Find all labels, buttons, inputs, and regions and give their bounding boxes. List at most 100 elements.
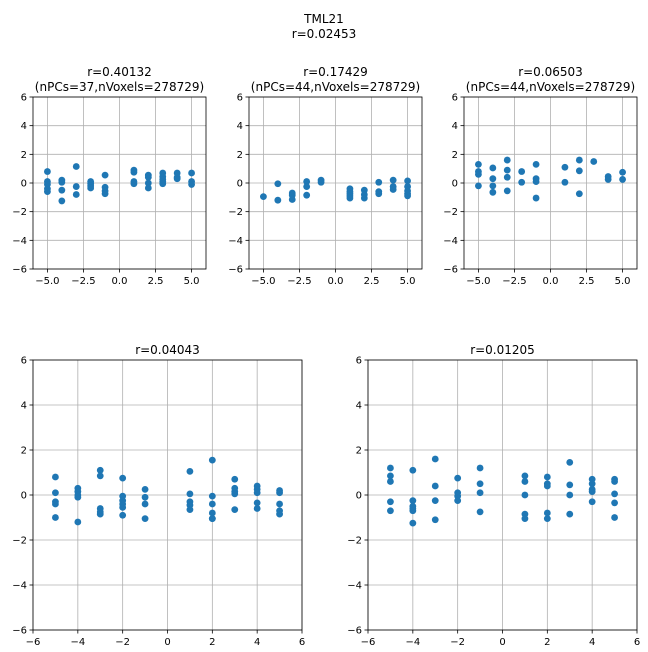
scatter-point	[159, 180, 167, 188]
y-tick-label: 2	[237, 150, 243, 161]
x-tick-label: 2.5	[148, 276, 164, 287]
subplot-title: r=0.04043	[135, 343, 200, 357]
scatter-point	[387, 472, 394, 480]
x-tick-label: −6	[26, 637, 41, 648]
scatter-point	[141, 485, 149, 493]
scatter-point	[186, 467, 194, 475]
y-tick-label: −6	[228, 265, 243, 276]
x-tick-label: −6	[361, 637, 376, 648]
scatter-point	[375, 178, 383, 186]
scatter-point	[518, 168, 526, 175]
scatter-point	[389, 186, 397, 193]
scatter-point	[276, 500, 283, 508]
scatter-point	[521, 472, 529, 480]
scatter-point	[188, 181, 195, 188]
scatter-point	[375, 190, 383, 198]
scatter-point	[409, 507, 417, 515]
subplot-title-line1: r=0.40132	[87, 65, 152, 79]
scatter-point	[561, 163, 569, 171]
x-tick-label: −4	[405, 637, 420, 648]
x-tick-label: 2.5	[364, 276, 380, 287]
scatter-point	[274, 196, 282, 204]
scatter-point	[288, 196, 296, 203]
y-tick-label: −6	[443, 265, 458, 276]
scatter-point	[52, 489, 59, 497]
scatter-point	[144, 179, 152, 187]
scatter-point	[543, 473, 551, 481]
scatter-point	[72, 191, 80, 198]
x-tick-label: 0.0	[543, 276, 559, 287]
x-tick-label: 0	[164, 637, 170, 648]
subplot-title-line2: (nPCs=37,nVoxels=278729)	[35, 80, 204, 94]
scatter-point	[489, 175, 497, 183]
scatter-point	[566, 510, 574, 518]
scatter-points	[260, 176, 411, 204]
scatter-point	[276, 489, 283, 497]
scatter-point	[503, 156, 511, 164]
scatter-point	[74, 493, 82, 501]
scatter-point	[96, 510, 104, 518]
y-tick-label: −2	[12, 536, 27, 547]
scatter-point	[144, 173, 152, 181]
scatter-point	[431, 516, 439, 524]
scatter-point	[387, 464, 394, 472]
scatter-point	[96, 472, 104, 480]
scatter-point	[72, 163, 80, 170]
scatter-point	[619, 176, 626, 183]
scatter-point	[208, 509, 216, 517]
scatter-point	[566, 491, 574, 499]
scatter-point	[231, 506, 239, 514]
y-tick-label: 4	[452, 121, 458, 132]
y-tick-label: 0	[21, 491, 27, 502]
scatter-point	[141, 515, 149, 523]
scatter-point	[231, 490, 239, 498]
scatter-point	[52, 500, 59, 508]
scatter-point	[231, 475, 239, 483]
scatter-point	[387, 478, 394, 485]
scatter-point	[119, 474, 127, 482]
scatter-point	[611, 499, 618, 507]
y-tick-label: 2	[356, 446, 362, 457]
scatter-point	[253, 499, 261, 507]
scatter-point	[208, 456, 216, 464]
x-tick-label: −5.0	[35, 276, 59, 287]
y-tick-label: −6	[12, 265, 27, 276]
x-tick-label: 0.0	[328, 276, 344, 287]
x-tick-label: 5.0	[400, 276, 416, 287]
y-tick-label: 4	[356, 401, 362, 412]
x-tick-label: 2	[544, 637, 550, 648]
scatter-point	[303, 183, 311, 190]
figure-suptitle-line1: TML21	[303, 12, 344, 26]
scatter-points	[52, 456, 283, 526]
scatter-point	[58, 197, 66, 205]
scatter-point	[144, 184, 152, 192]
scatter-point	[130, 168, 138, 176]
scatter-point	[532, 194, 540, 202]
scatter-point	[130, 180, 138, 188]
x-tick-label: −2.5	[71, 276, 95, 287]
scatter-point	[173, 175, 181, 183]
scatter-point	[475, 182, 482, 190]
y-tick-label: 0	[237, 179, 243, 190]
scatter-point	[588, 498, 596, 506]
subplot-title-line2: (nPCs=44,nVoxels=278729)	[466, 80, 635, 94]
scatter-point	[119, 511, 127, 519]
scatter-point	[72, 183, 80, 190]
scatter-point	[543, 515, 551, 523]
scatter-point	[274, 180, 282, 188]
y-tick-label: 6	[452, 93, 458, 104]
subplot-4: r=0.04043 −6 −4 −2 0 2 4 6 −6 −4 −2 0 2 4 6	[12, 343, 305, 648]
scatter-point	[387, 507, 394, 515]
scatter-point	[141, 500, 149, 508]
scatter-points	[44, 163, 195, 205]
scatter-point	[543, 509, 551, 517]
scatter-point	[52, 473, 59, 481]
scatter-point	[454, 474, 462, 482]
scatter-point	[208, 515, 216, 523]
scatter-point	[317, 178, 325, 186]
scatter-point	[101, 171, 109, 179]
scatter-point	[489, 182, 497, 190]
y-tick-label: 4	[21, 121, 27, 132]
x-tick-label: −5.0	[251, 276, 275, 287]
